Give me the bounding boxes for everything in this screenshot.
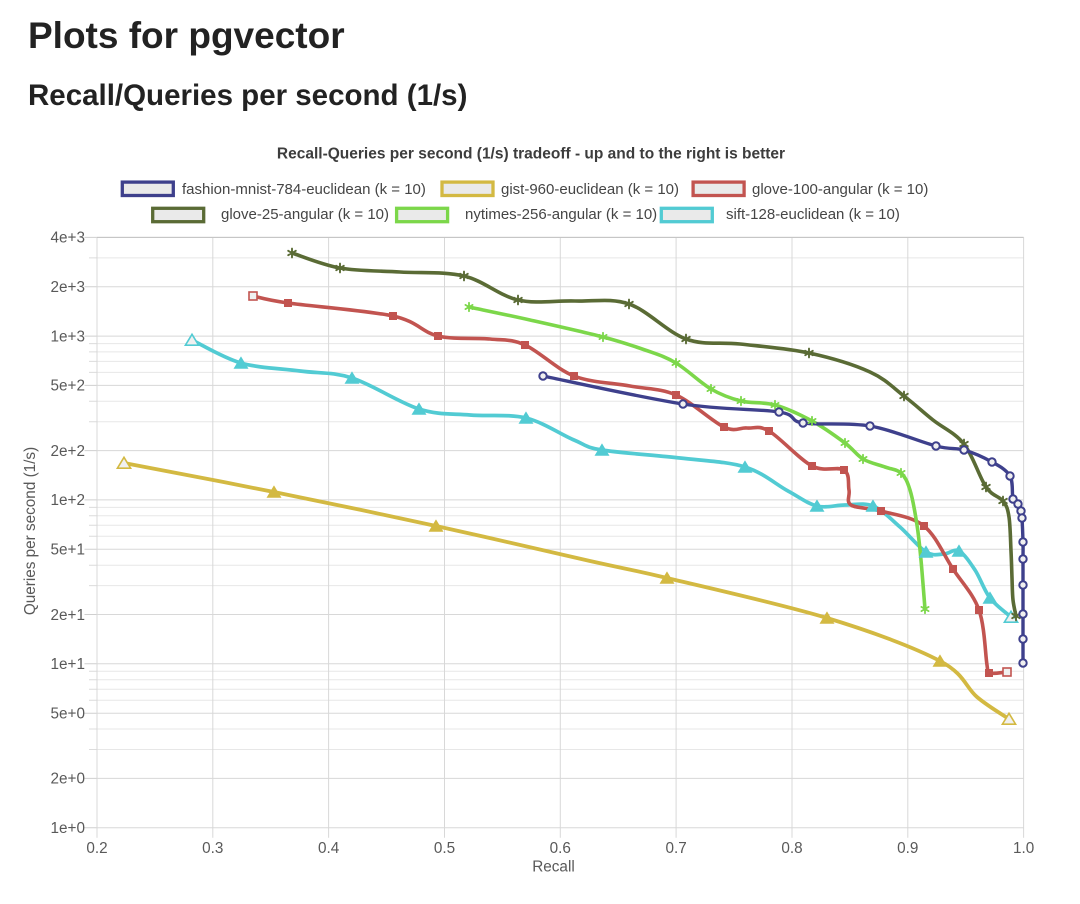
svg-text:5e+0: 5e+0 — [51, 706, 85, 723]
svg-text:2e+1: 2e+1 — [51, 607, 85, 624]
svg-text:1e+0: 1e+0 — [51, 820, 85, 837]
svg-text:nytimes-256-angular (k = 10): nytimes-256-angular (k = 10) — [465, 206, 657, 223]
svg-text:0.3: 0.3 — [202, 840, 223, 857]
svg-text:0.9: 0.9 — [897, 840, 918, 857]
svg-text:Queries per second (1/s): Queries per second (1/s) — [22, 447, 39, 615]
svg-text:2e+2: 2e+2 — [51, 443, 85, 460]
svg-text:5e+1: 5e+1 — [51, 542, 85, 559]
svg-text:fashion-mnist-784-euclidean (k: fashion-mnist-784-euclidean (k = 10) — [182, 181, 426, 198]
svg-text:2e+3: 2e+3 — [51, 279, 85, 296]
svg-text:0.4: 0.4 — [318, 840, 340, 857]
svg-text:1e+3: 1e+3 — [51, 328, 85, 345]
svg-text:0.7: 0.7 — [665, 840, 686, 857]
svg-text:0.2: 0.2 — [86, 840, 107, 857]
svg-text:0.6: 0.6 — [550, 840, 571, 857]
svg-text:gist-960-euclidean (k = 10): gist-960-euclidean (k = 10) — [501, 181, 679, 198]
svg-text:glove-100-angular (k = 10): glove-100-angular (k = 10) — [752, 181, 928, 198]
svg-text:0.8: 0.8 — [781, 840, 802, 857]
svg-text:5e+2: 5e+2 — [51, 378, 85, 395]
svg-text:Recall: Recall — [532, 859, 575, 876]
svg-text:sift-128-euclidean (k = 10): sift-128-euclidean (k = 10) — [726, 206, 900, 223]
svg-text:1e+1: 1e+1 — [51, 656, 85, 673]
svg-text:1e+2: 1e+2 — [51, 492, 85, 509]
svg-text:glove-25-angular (k = 10): glove-25-angular (k = 10) — [221, 206, 389, 223]
svg-text:2e+0: 2e+0 — [51, 771, 85, 788]
svg-text:4e+3: 4e+3 — [51, 230, 85, 247]
svg-text:0.5: 0.5 — [434, 840, 455, 857]
svg-text:1.0: 1.0 — [1013, 840, 1034, 857]
svg-text:Recall-Queries per second (1/s: Recall-Queries per second (1/s) tradeoff… — [277, 146, 785, 163]
